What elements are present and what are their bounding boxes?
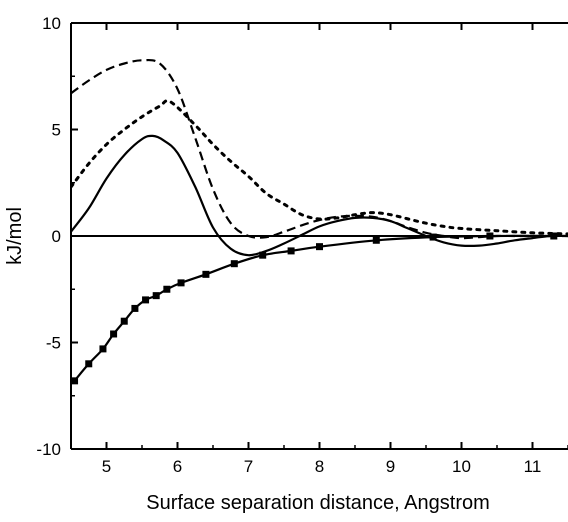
x-tick-label-11: 11 xyxy=(524,457,542,476)
x-tick-label-10: 10 xyxy=(452,457,471,476)
x-tick-label-6: 6 xyxy=(173,457,182,476)
series-1-point-9 xyxy=(163,285,171,293)
series-1-point-13 xyxy=(259,251,267,259)
series-1-point-12 xyxy=(230,260,238,268)
series-1-point-16 xyxy=(372,236,380,244)
series-1-point-11 xyxy=(202,270,210,278)
series-1-point-10 xyxy=(177,279,185,287)
series-4-line xyxy=(71,99,568,236)
series-1-point-18 xyxy=(486,232,494,240)
series-1-line xyxy=(73,234,554,382)
x-tick-label-8: 8 xyxy=(315,457,324,476)
series-1-point-6 xyxy=(131,304,139,312)
chart-axes: 5 6 7 8 9 10 11 -10 -5 0 5 10 xyxy=(36,14,568,476)
series-1-point-7 xyxy=(142,296,150,304)
series-1-point-14 xyxy=(287,247,295,255)
x-tick-label-9: 9 xyxy=(386,457,395,476)
x-axis-label: Surface separation distance, Angstrom xyxy=(146,492,490,514)
series-1-point-3 xyxy=(99,345,107,353)
series-1-point-1 xyxy=(71,377,79,385)
series-1-point-2 xyxy=(85,360,93,368)
y-tick-label-5: 5 xyxy=(52,121,61,140)
series-3-line xyxy=(71,58,568,240)
x-tick-label-5: 5 xyxy=(102,457,111,476)
series-1-point-8 xyxy=(152,292,160,300)
series-1-point-4 xyxy=(110,330,118,338)
y-tick-label--10: -10 xyxy=(36,440,61,459)
series-2-line xyxy=(71,134,568,257)
y-tick-label-0: 0 xyxy=(52,227,61,246)
series-1-point-15 xyxy=(316,243,323,251)
chart-marks xyxy=(71,58,568,385)
y-axis-label: kJ/mol xyxy=(4,207,26,265)
x-tick-label-7: 7 xyxy=(244,457,253,476)
series-1-point-17 xyxy=(429,233,437,241)
y-tick-label--5: -5 xyxy=(46,334,61,353)
series-1-point-5 xyxy=(120,317,128,325)
y-tick-label-10: 10 xyxy=(42,14,61,33)
